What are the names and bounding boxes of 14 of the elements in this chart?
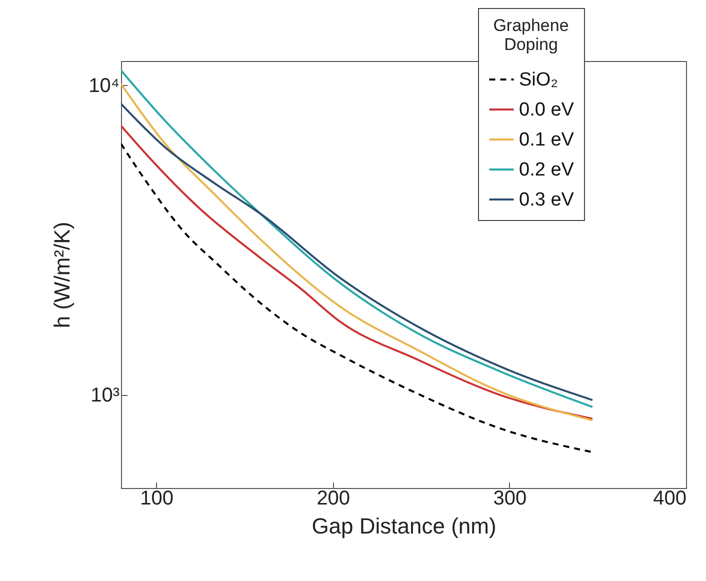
legend-label: SiO₂	[519, 70, 558, 90]
y-tick-label: 10³	[90, 384, 120, 406]
legend-label: 0.3 eV	[519, 190, 574, 210]
y-tick-label: 10⁴	[88, 74, 120, 97]
legend-label: 0.0 eV	[519, 100, 574, 120]
legend-title: Graphene Doping	[493, 16, 569, 54]
x-tick-label: 400	[653, 488, 686, 510]
legend-label: 0.1 eV	[519, 130, 574, 150]
legend-label: 0.2 eV	[519, 160, 574, 180]
y-axis-title: h (W/m²/K)	[50, 222, 75, 328]
x-tick-label: 300	[493, 488, 527, 510]
x-axis-title: Gap Distance (nm)	[312, 514, 496, 538]
x-tick-label: 200	[316, 488, 350, 510]
x-tick-label: 100	[140, 488, 174, 510]
